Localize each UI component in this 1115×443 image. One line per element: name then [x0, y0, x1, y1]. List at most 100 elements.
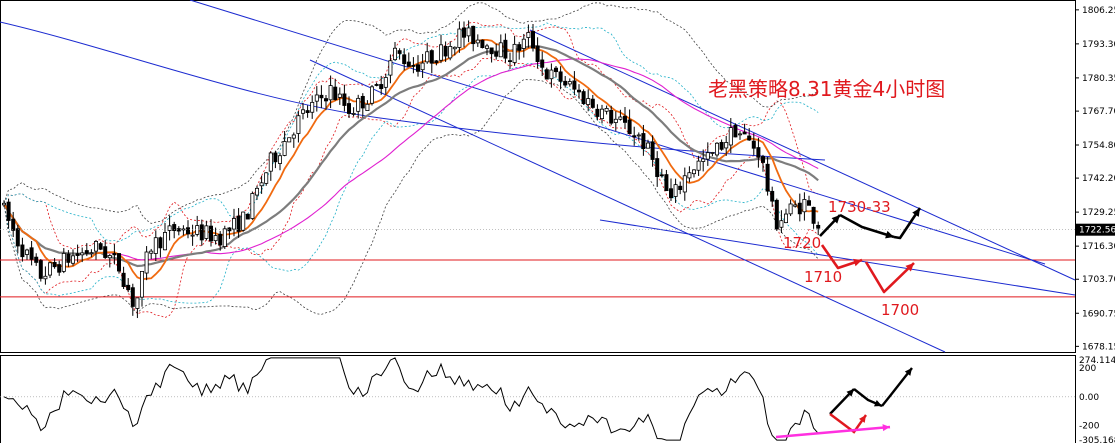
candle-body-26 — [121, 272, 126, 287]
candle-body-97 — [448, 46, 453, 59]
candle-body-114 — [526, 32, 531, 38]
candle-body-124 — [572, 80, 577, 90]
candle-body-150 — [692, 169, 697, 175]
annotations: 老黑策略8.31黄金4小时图 1730-33 1720 1710 1700 — [708, 77, 945, 319]
candle-body-77 — [356, 97, 361, 112]
osc-tick-label-2: 0.00 — [1079, 393, 1099, 403]
candle-body-144 — [664, 174, 669, 192]
candle-body-106 — [489, 47, 494, 55]
chart-title: 老黑策略8.31黄金4小时图 — [708, 77, 945, 101]
channel-upper-line — [189, 0, 1046, 265]
candle-body-44 — [204, 225, 209, 239]
candle-body-105 — [484, 45, 489, 49]
candle-body-174 — [802, 199, 807, 213]
arrow-black-1-head — [831, 215, 840, 224]
candle-body-168 — [774, 199, 779, 230]
candle-body-7 — [34, 256, 39, 263]
ma-slow-line — [3, 44, 819, 268]
osc-arrow-magenta — [775, 425, 891, 439]
osc-arrow-magenta-head — [882, 424, 890, 432]
candle-body-162 — [747, 135, 752, 141]
candle-body-93 — [429, 50, 434, 64]
price-tick-label-7: 1716.30 — [1082, 242, 1115, 252]
candle-body-94 — [434, 60, 439, 63]
candle-body-141 — [650, 141, 655, 160]
band-black-lower — [3, 79, 819, 315]
candle-body-113 — [521, 38, 526, 49]
candle-body-63 — [291, 134, 296, 139]
candle-body-165 — [761, 156, 766, 163]
osc-tick-label-4: -305.168 — [1079, 436, 1115, 443]
candle-body-10 — [48, 262, 53, 276]
candle-body-104 — [480, 39, 485, 49]
price-tick-label-3: 1767.70 — [1082, 107, 1115, 117]
candle-body-31 — [144, 251, 149, 274]
candle-body-120 — [554, 67, 559, 73]
ma-long-line — [3, 58, 819, 261]
candle-body-175 — [807, 200, 812, 206]
candle-body-90 — [415, 64, 420, 72]
candle-body-55 — [254, 187, 259, 196]
channel-base-line — [599, 219, 1076, 296]
candle-body-84 — [388, 60, 393, 76]
candle-body-138 — [636, 134, 641, 137]
arrow-black-3-head — [912, 208, 920, 217]
candle-body-45 — [208, 225, 213, 242]
candle-body-122 — [563, 80, 568, 86]
band-red-upper — [3, 21, 819, 250]
candle-body-148 — [682, 175, 687, 193]
label-1720: 1720 — [783, 234, 821, 252]
candle-body-99 — [457, 28, 462, 48]
candle-body-98 — [452, 46, 457, 50]
candle-body-172 — [793, 204, 798, 207]
candle-body-50 — [231, 218, 236, 230]
current-price-box — [1076, 223, 1115, 236]
candle-body-103 — [475, 39, 480, 44]
candle-body-58 — [268, 152, 273, 172]
candle-body-74 — [342, 93, 347, 106]
candle-body-83 — [383, 77, 388, 88]
candle-body-169 — [779, 220, 784, 228]
candle-body-48 — [222, 228, 227, 247]
candle-body-52 — [241, 211, 246, 231]
candle-body-121 — [558, 71, 563, 82]
candle-body-19 — [89, 252, 94, 255]
price-tick-label-2: 1780.35 — [1082, 74, 1115, 84]
candle-body-170 — [784, 213, 789, 224]
osc-arrow-black-1-head — [846, 389, 854, 397]
candle-body-151 — [696, 160, 701, 171]
candle-body-85 — [392, 47, 397, 61]
candle-body-71 — [328, 85, 333, 101]
channel-inner-line — [529, 29, 1076, 281]
candle-body-6 — [29, 247, 34, 260]
candle-body-27 — [126, 284, 131, 291]
price-panel — [0, 0, 1076, 353]
candle-body-22 — [103, 246, 108, 258]
candle-body-143 — [659, 174, 664, 177]
price-tick-label-4: 1754.80 — [1082, 141, 1115, 151]
candle-body-154 — [710, 152, 715, 154]
candle-body-25 — [117, 253, 122, 272]
candle-body-123 — [567, 81, 572, 85]
candle-body-100 — [461, 27, 466, 38]
candle-body-18 — [84, 250, 89, 254]
candle-body-92 — [425, 51, 430, 63]
candle-body-43 — [199, 224, 204, 241]
candle-body-21 — [98, 243, 103, 250]
candle-body-171 — [788, 203, 793, 215]
candle-body-4 — [20, 244, 25, 258]
candle-body-96 — [443, 46, 448, 57]
candle-body-161 — [742, 131, 747, 135]
candle-body-91 — [420, 62, 425, 71]
candle-body-177 — [816, 224, 821, 229]
band-red-lower — [3, 57, 819, 319]
osc-tick-label-3: -200 — [1079, 422, 1100, 432]
candle-body-111 — [512, 43, 517, 63]
candle-body-54 — [250, 193, 255, 219]
candle-body-164 — [756, 147, 761, 158]
arrow-black-3 — [893, 207, 922, 240]
candle-body-75 — [346, 103, 351, 114]
candle-body-139 — [641, 133, 646, 150]
candle-body-107 — [494, 51, 499, 57]
candle-body-2 — [11, 218, 16, 231]
